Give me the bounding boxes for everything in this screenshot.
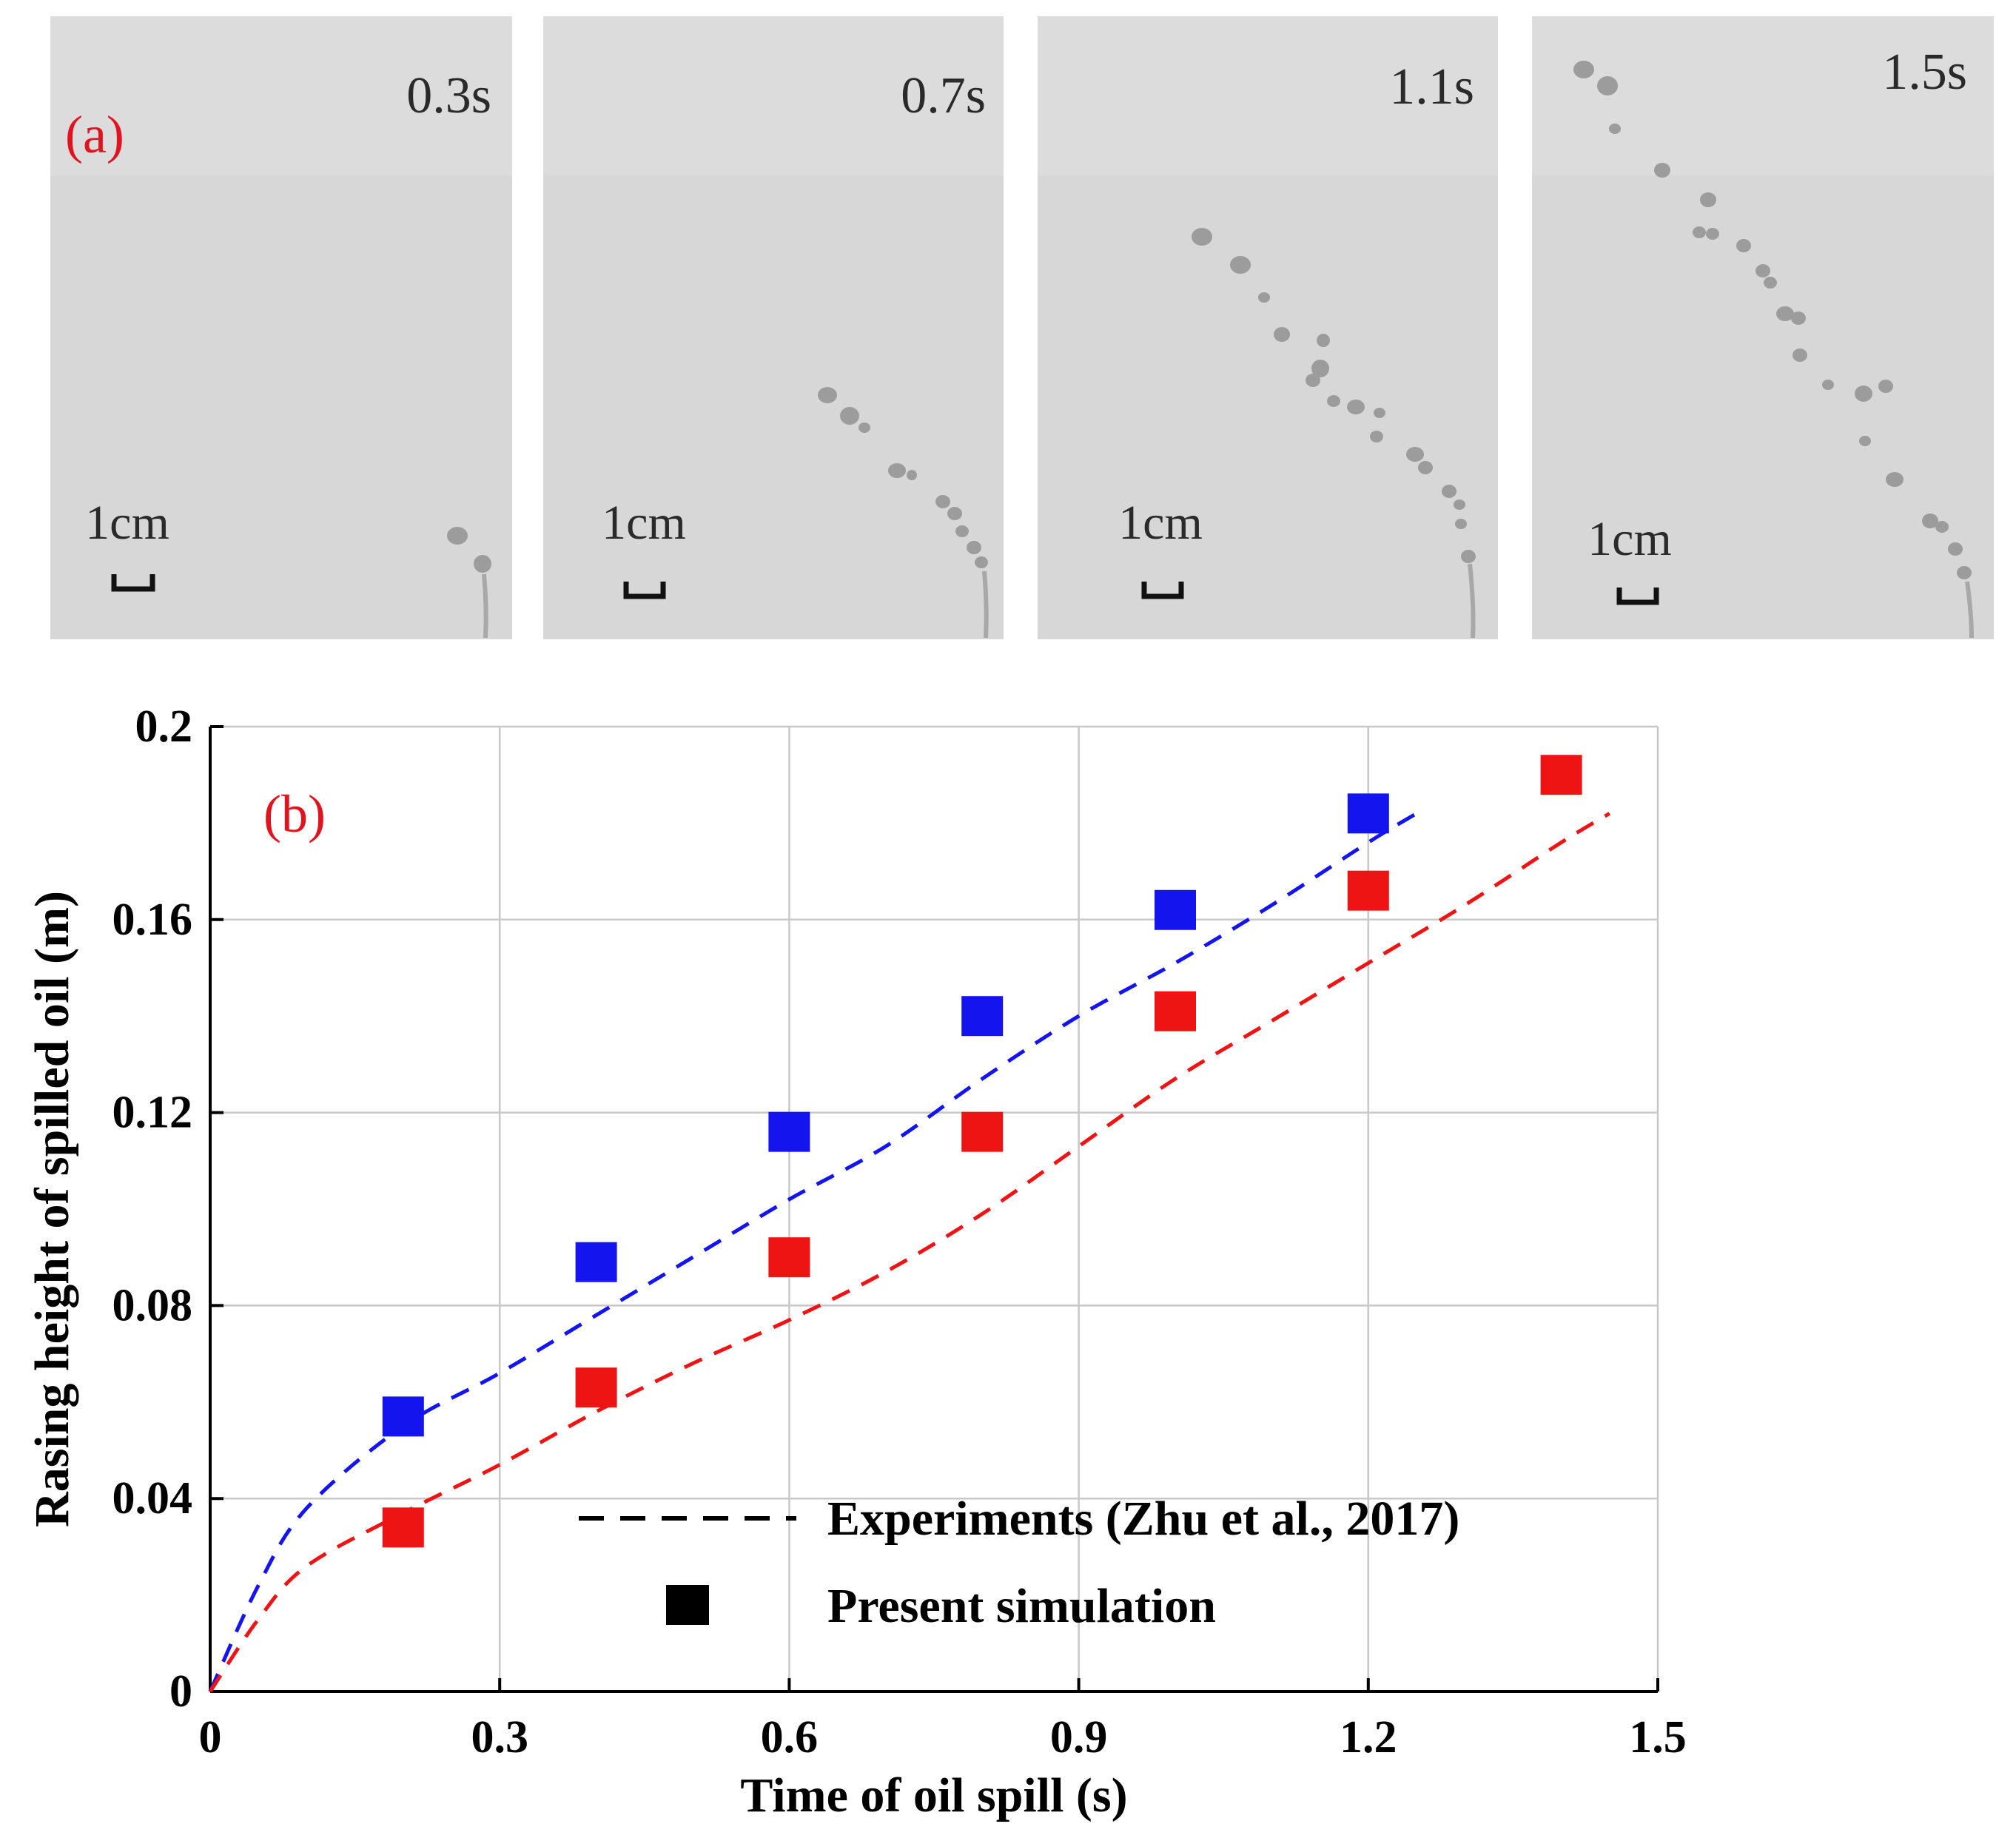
frame-1: 0.3s 1cm [50,16,512,639]
panel-a: 0.3s 1cm 0.7s 1cm [50,16,1994,639]
x-tick-label: 0.3 [471,1712,528,1763]
frame-3-band [1038,16,1498,175]
simulation-red-marker [575,1367,617,1408]
legend-label-experiments: Experiments (Zhu et al., 2017) [827,1492,1459,1546]
x-tick-label: 0.6 [761,1712,819,1763]
simulation-blue-marker [382,1396,424,1437]
frame-4-oil-plume [1965,581,1974,639]
frame-3-scale-label: 1cm [1118,496,1203,550]
frame-4-time: 1.5s [1882,44,1967,101]
y-tick-label: 0.16 [112,895,193,945]
frame-2: 0.7s 1cm [543,16,1004,639]
panel-b-chart: 0 0.3 0.6 0.9 1.2 1.5 0 0.04 0.08 0.12 0.16 0.2 (b… [25,701,1687,1822]
y-axis-title: Rasing height of spilled oil (m) [25,891,79,1527]
y-tick-label: 0 [169,1666,192,1717]
frame-2-oil-plume [982,570,989,639]
x-tick-labels: 0 0.3 0.6 0.9 1.2 1.5 [199,1712,1687,1763]
chart-series-lines [208,812,1611,1693]
x-tick-label: 1.5 [1629,1712,1687,1763]
panel-b-label: (b) [263,784,326,844]
chart-ticks [209,725,1659,1693]
frame-3: 1.1s 1cm [1038,16,1498,639]
x-tick-label: 1.2 [1340,1712,1397,1763]
frame-1-oil-plume [482,573,488,639]
chart-grid [210,725,1659,1691]
simulation-red-marker [961,1111,1004,1152]
experiment-blue-line [208,812,1418,1693]
chart-axes [209,727,1658,1693]
simulation-blue-marker [768,1111,810,1152]
frame-3-scale-bar [1141,582,1184,599]
frame-2-time: 0.7s [901,67,986,124]
frame-4-scale-label: 1cm [1587,512,1672,566]
frame-1-scale-label: 1cm [85,496,169,550]
simulation-blue-marker [1347,793,1389,834]
x-axis-title: Time of oil spill (s) [740,1768,1127,1822]
simulation-blue-marker [1155,889,1196,930]
frame-4-scale-bar [1616,588,1659,605]
frame-3-droplets [1192,228,1476,563]
frame-3-time: 1.1s [1389,58,1474,115]
experiment-red-line [208,812,1611,1693]
chart-series-markers [382,755,1582,1548]
frame-3-oil-plume [1468,563,1476,639]
legend-label-simulation: Present simulation [827,1579,1216,1633]
frame-1-scale-bar [111,574,155,592]
legend-square-marker-swatch [666,1585,709,1625]
y-tick-label: 0.08 [112,1280,193,1330]
simulation-red-marker [1155,991,1196,1031]
frame-1-droplets [447,527,491,573]
simulation-red-marker [1347,870,1389,911]
legend: Experiments (Zhu et al., 2017) Present s… [579,1492,1459,1633]
y-tick-label: 0.12 [112,1088,193,1138]
frame-1-band [50,16,512,175]
simulation-red-marker [768,1237,810,1278]
frame-2-band [543,16,1004,175]
panel-a-label: (a) [65,105,124,164]
frame-2-droplets [818,387,988,568]
frame-4: 1.5s 1cm [1532,16,1994,639]
frame-1-time: 0.3s [406,67,491,124]
frame-4-droplets [1573,61,1972,579]
y-tick-label: 0.2 [135,701,193,752]
simulation-blue-marker [575,1242,617,1282]
y-tick-label: 0.04 [112,1473,193,1524]
simulation-red-marker [382,1507,424,1548]
frame-4-band [1532,16,1994,175]
x-tick-label: 0 [199,1712,222,1763]
y-tick-labels: 0 0.04 0.08 0.12 0.16 0.2 [112,701,193,1717]
frame-2-scale-bar [623,582,666,599]
x-tick-label: 0.9 [1050,1712,1108,1763]
frame-2-scale-label: 1cm [602,496,686,550]
simulation-red-marker [1540,755,1582,795]
simulation-blue-marker [961,996,1004,1037]
